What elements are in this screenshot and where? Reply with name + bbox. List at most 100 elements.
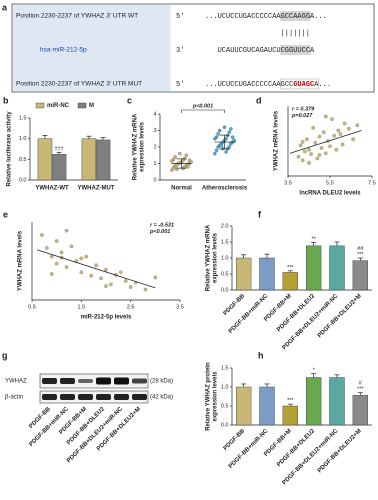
data-point (321, 130, 326, 135)
significance-label: ††† (54, 146, 63, 152)
bar (37, 138, 53, 181)
data-point (340, 142, 345, 147)
protein-label: YWHAZ (5, 379, 27, 385)
y-tick-label: 0.5 (221, 271, 229, 277)
band (78, 394, 93, 400)
bar (352, 260, 369, 291)
data-point (186, 165, 190, 169)
y-tick-label: 0.5 (221, 403, 229, 409)
significance-label: ## (357, 246, 364, 252)
x-axis-label: miR-212-5p levels (81, 315, 132, 321)
data-point (300, 140, 305, 144)
panel-letter: b (3, 95, 9, 105)
sequence-prefix: ...UCUCCUGACCCCCAA (205, 13, 281, 21)
data-point (227, 145, 232, 149)
significance-label: *** (287, 265, 294, 271)
western-blot (39, 373, 149, 404)
y-tick-label: 1.5 (221, 239, 229, 245)
y-tick-label: 3 (153, 128, 156, 134)
data-point (313, 140, 318, 145)
x-tick-label: PDGF-BB+miR-NC (228, 293, 270, 335)
x-tick-label: 7.5 (368, 180, 376, 186)
x-tick-label: YWHAZ-WT (35, 186, 69, 192)
sequence-prefix: ...UCUCCUGACCCCCAAGCC (205, 81, 293, 89)
panel-letter: e (3, 209, 8, 219)
bar (282, 405, 299, 426)
site-box (280, 11, 311, 21)
panel-letter: a (2, 2, 8, 12)
sequence-prefix: UCAUUCGUCAGAUCU (218, 47, 281, 55)
x-axis-label: lncRNA DLEU2 levels (299, 191, 361, 197)
pairing: ||||||| (281, 30, 310, 38)
x-tick-label: PDGF-BB+DLEU2+M (317, 428, 363, 474)
bar (306, 245, 322, 291)
significance-label: *** (357, 387, 364, 393)
data-point (89, 273, 94, 278)
data-point (173, 155, 177, 159)
data-point (153, 275, 158, 280)
bar (259, 257, 275, 291)
data-point (230, 135, 235, 139)
bar (329, 377, 345, 426)
sequence-suffix: A... (310, 13, 327, 21)
x-tick-label: 1.5 (78, 304, 86, 310)
bar (352, 395, 369, 426)
data-point (128, 285, 133, 289)
data-point (216, 132, 220, 136)
legend-swatch (77, 102, 87, 109)
data-point (305, 137, 309, 142)
legend-label: M (89, 103, 94, 109)
data-point (355, 123, 360, 128)
y-tick-label: 0.0 (221, 287, 229, 293)
size-label: (28 kDa) (150, 379, 173, 385)
stat-label: p<0.001 (149, 229, 170, 235)
data-point (222, 125, 227, 129)
data-point (307, 147, 311, 152)
band (60, 378, 75, 384)
data-point (49, 272, 54, 276)
band (96, 377, 111, 385)
x-tick-label: Atherosclerosis (202, 186, 248, 192)
data-point (64, 228, 69, 233)
data-point (302, 149, 307, 154)
x-tick-label: YWHAZ-MUT (78, 186, 115, 192)
band (114, 377, 129, 385)
sequence-site: CGGUUCC (281, 47, 310, 55)
data-point (69, 244, 74, 249)
y-axis-label: YWHAZ mRNA levels (18, 230, 24, 291)
x-tick-label: PDGF-BB+miR-NC (228, 428, 270, 470)
data-point (184, 153, 189, 157)
bar (235, 257, 252, 291)
x-tick-label: PDGF-BB (223, 428, 247, 452)
data-point (79, 270, 84, 275)
bar (259, 386, 275, 426)
data-point (178, 151, 182, 156)
bar (95, 139, 111, 181)
sequence: UCAUUCGUCAGAUCUCGGUUCCA (218, 47, 315, 55)
sequence-site: GCCAAGG (281, 13, 310, 21)
y-tick-label: 1.0 (221, 384, 229, 390)
y-axis-label: Relative luciferase activity (7, 111, 13, 187)
row-label: Position 2230-2237 of YWHAZ 3' UTR WT (16, 13, 138, 20)
x-tick-label: 2.5 (127, 304, 135, 310)
y-tick-label: 1.0 (19, 136, 27, 142)
y-tick-label: 1.5 (19, 115, 27, 121)
data-point (309, 152, 313, 156)
legend-label: miR-NC (47, 103, 70, 109)
sequence-site: GUAGC (293, 81, 314, 89)
sequence-suffix: A (310, 47, 315, 55)
data-point (311, 126, 316, 130)
data-point (79, 256, 84, 261)
data-point (229, 127, 233, 131)
data-point (217, 128, 222, 133)
comparison-bracket (181, 109, 225, 113)
significance-label: * (313, 368, 316, 374)
bar (81, 138, 97, 181)
data-point (214, 148, 219, 153)
panel-a-label-bg (12, 4, 171, 92)
site-box (280, 78, 319, 90)
y-axis-label: Relative YWHAZ protein (206, 362, 212, 431)
y-axis-label: expression levels (140, 121, 146, 172)
y-tick-label: 1.0 (221, 255, 229, 261)
